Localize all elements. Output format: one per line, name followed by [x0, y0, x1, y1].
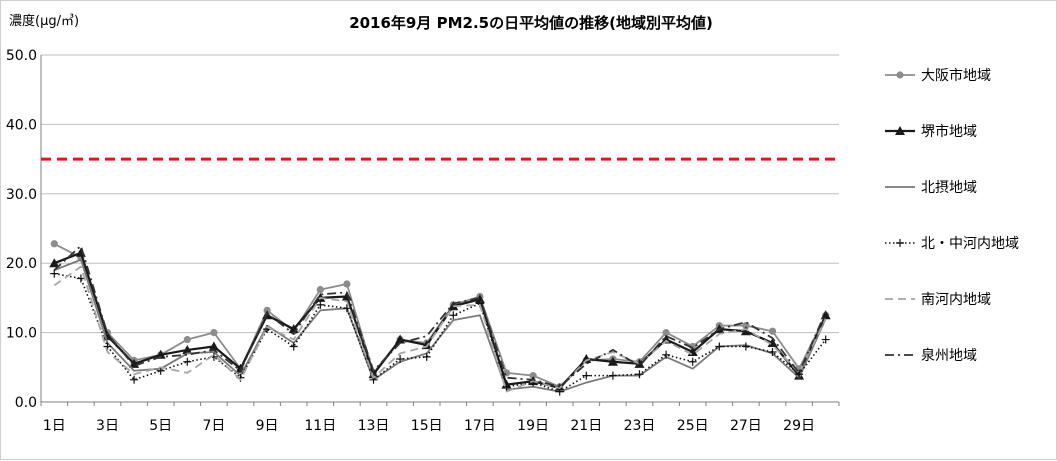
x-tick-label: 21日	[570, 418, 602, 434]
x-tick-label: 13日	[358, 418, 390, 434]
series-2	[49, 247, 831, 393]
y-axis-label: 濃度(μg/㎥)	[9, 13, 79, 29]
series-line	[53, 242, 827, 388]
legend-item: 南河内地域	[885, 292, 991, 308]
legend-label: 堺市地域	[921, 123, 977, 140]
data-point	[767, 338, 778, 348]
x-tick-label: 15日	[411, 418, 443, 434]
data-point	[715, 342, 724, 351]
data-point	[182, 344, 193, 354]
data-point	[502, 382, 511, 391]
legend-label: 南河内地域	[921, 292, 991, 308]
data-point	[50, 240, 58, 248]
data-point	[474, 294, 485, 304]
series-1	[50, 240, 830, 391]
x-tick-label: 29日	[783, 418, 815, 434]
y-axis-ticks: 0.0 10.0 20.0 30.0 40.0 50.0	[6, 48, 37, 411]
data-point	[422, 352, 431, 361]
series-6	[53, 244, 827, 388]
y-tick-label: 50.0	[6, 48, 37, 64]
x-tick-label: 3日	[96, 418, 119, 434]
x-tick-label: 19日	[517, 418, 549, 434]
x-tick-label: 1日	[43, 418, 66, 434]
data-point	[689, 342, 697, 351]
data-point	[635, 370, 644, 379]
data-point	[895, 126, 905, 135]
data-point	[607, 356, 618, 366]
series-line	[53, 265, 827, 393]
data-point	[768, 348, 777, 357]
data-point	[316, 300, 325, 309]
data-point	[768, 327, 777, 335]
series-group	[49, 240, 831, 396]
x-tick-label: 7日	[202, 418, 225, 434]
y-tick-label: 0.0	[15, 395, 37, 411]
data-point	[208, 341, 219, 351]
data-point	[395, 334, 406, 344]
y-tick-label: 40.0	[6, 117, 37, 133]
legend-item: 大阪市地域	[885, 67, 991, 84]
data-point	[183, 335, 191, 344]
data-point	[662, 350, 671, 359]
x-tick-label: 27日	[730, 418, 762, 434]
data-point	[449, 311, 458, 320]
legend-label: 北摂地域	[921, 180, 977, 196]
data-point	[821, 335, 830, 344]
data-point	[740, 326, 751, 336]
data-point	[582, 371, 591, 380]
data-point	[741, 342, 750, 351]
data-point	[688, 357, 697, 366]
legend-item: 堺市地域	[885, 123, 977, 140]
x-axis-ticks: 1日 3日 5日 7日 9日 11日 13日 15日 17日 19日 21日 23日 25日 27日 29日	[40, 402, 840, 434]
x-tick-label: 5日	[149, 418, 172, 434]
series-line	[53, 258, 827, 393]
data-point	[49, 258, 60, 268]
series-line	[53, 244, 827, 388]
data-point	[130, 375, 139, 384]
data-point	[396, 354, 405, 363]
series-line	[54, 272, 827, 393]
data-point	[608, 371, 617, 380]
data-point	[368, 369, 379, 379]
x-tick-label: 17日	[464, 418, 496, 434]
x-tick-label: 9日	[256, 418, 279, 434]
data-point	[343, 280, 351, 288]
series-3	[53, 258, 827, 393]
x-tick-label: 23日	[624, 418, 656, 434]
data-point	[662, 329, 670, 337]
data-point	[581, 353, 592, 363]
chart-title: 2016年9月 PM2.5の日平均値の推移(地域別平均値)	[349, 14, 713, 32]
legend-item: 泉州地域	[885, 347, 977, 364]
data-point	[210, 329, 218, 337]
data-point	[529, 372, 537, 380]
data-point	[896, 71, 904, 79]
series-5	[53, 265, 827, 393]
y-tick-label: 10.0	[6, 326, 37, 342]
data-point	[795, 370, 804, 379]
data-point	[896, 239, 904, 247]
data-point	[342, 304, 351, 313]
y-tick-label: 30.0	[6, 187, 37, 203]
data-point	[50, 269, 59, 278]
data-point	[289, 342, 298, 351]
data-point	[634, 358, 645, 368]
data-point	[316, 285, 324, 294]
legend-label: 大阪市地域	[921, 67, 991, 84]
legend-item: 北・中河内地域	[885, 236, 1019, 252]
data-point	[76, 274, 85, 283]
y-tick-label: 20.0	[6, 256, 37, 272]
legend-label: 北・中河内地域	[921, 236, 1019, 252]
data-point	[155, 349, 166, 359]
x-tick-label: 11日	[304, 418, 336, 434]
legend-label: 泉州地域	[921, 347, 977, 364]
data-point	[183, 357, 192, 366]
legend-item: 北摂地域	[885, 180, 977, 196]
x-tick-label: 25日	[677, 418, 709, 434]
